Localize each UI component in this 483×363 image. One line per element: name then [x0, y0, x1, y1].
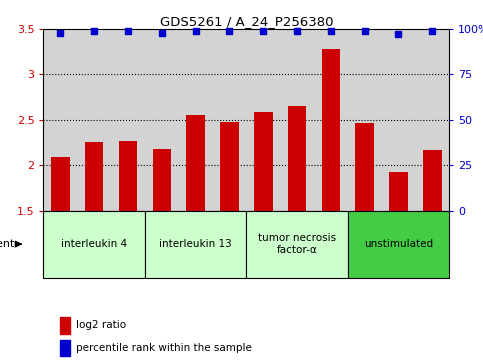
Point	[57, 30, 64, 36]
Point	[124, 28, 132, 34]
Bar	[246, 211, 348, 278]
Bar	[423, 150, 441, 211]
Text: interleukin 4: interleukin 4	[61, 239, 127, 249]
Bar	[220, 122, 239, 211]
Point	[158, 30, 166, 36]
Bar	[322, 49, 340, 211]
Text: interleukin 13: interleukin 13	[159, 239, 232, 249]
Bar	[186, 115, 205, 211]
Text: percentile rank within the sample: percentile rank within the sample	[76, 343, 252, 353]
Point	[192, 28, 199, 34]
Point	[259, 28, 267, 34]
Point	[395, 32, 402, 37]
Text: tumor necrosis
factor-α: tumor necrosis factor-α	[258, 233, 336, 255]
Text: unstimulated: unstimulated	[364, 239, 433, 249]
Bar	[60, 317, 70, 334]
Text: agent: agent	[0, 239, 15, 249]
Bar	[153, 149, 171, 211]
Point	[226, 28, 233, 34]
Bar	[288, 106, 306, 211]
Text: log2 ratio: log2 ratio	[76, 321, 126, 330]
Bar	[254, 112, 272, 211]
Point	[293, 28, 301, 34]
Title: GDS5261 / A_24_P256380: GDS5261 / A_24_P256380	[159, 15, 333, 28]
Point	[428, 28, 436, 34]
Bar	[355, 122, 374, 211]
Bar	[60, 340, 70, 356]
Bar	[51, 157, 70, 211]
Bar	[43, 211, 145, 278]
Bar	[119, 140, 137, 211]
Point	[90, 28, 98, 34]
Point	[327, 28, 335, 34]
Bar	[85, 143, 103, 211]
Bar	[389, 172, 408, 211]
Bar	[348, 211, 449, 278]
Point	[361, 28, 369, 34]
Bar	[145, 211, 246, 278]
